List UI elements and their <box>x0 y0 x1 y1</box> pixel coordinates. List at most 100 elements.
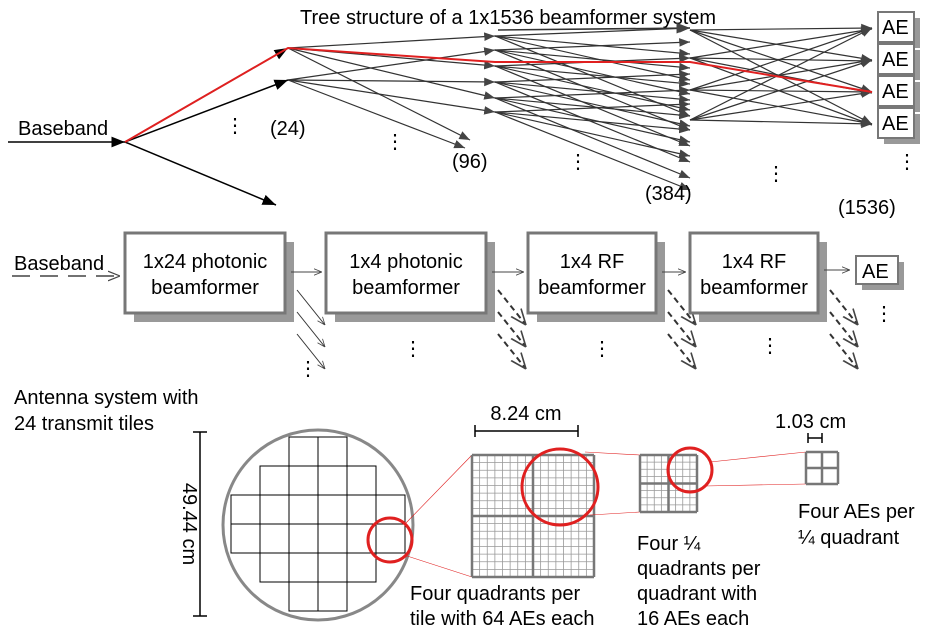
element-box <box>877 107 915 139</box>
tile <box>259 465 290 496</box>
arrow <box>494 65 691 147</box>
branch-arrow <box>497 333 526 369</box>
arrow <box>124 141 277 206</box>
element-box <box>877 11 915 43</box>
arrow <box>494 111 691 134</box>
caption: Four quadrants per <box>410 583 580 605</box>
zoom-line <box>704 483 807 487</box>
zoom-circle <box>520 447 600 527</box>
count-label: (96) <box>452 151 488 173</box>
block-label: beamformer <box>538 277 646 299</box>
block-label: 1x4 RF <box>722 251 786 273</box>
arrow <box>494 49 691 72</box>
highlight-path <box>124 46 873 143</box>
element-box <box>877 43 915 75</box>
ellipsis: ⋮ <box>592 338 612 360</box>
element-label: AE <box>882 49 909 71</box>
arrow <box>689 29 873 63</box>
arrow <box>494 65 691 88</box>
arrow <box>494 35 691 58</box>
ellipsis: ⋮ <box>766 163 786 185</box>
arrow <box>494 65 691 112</box>
block-label: beamformer <box>700 277 808 299</box>
arrow <box>689 57 873 91</box>
branch-arrow <box>296 289 325 325</box>
arrow <box>287 79 496 115</box>
arrow <box>689 89 873 127</box>
ellipsis: ⋮ <box>874 303 894 325</box>
arrow <box>689 29 873 93</box>
arrow <box>287 79 466 149</box>
arrow <box>494 81 691 128</box>
title: Tree structure of a 1x1536 beamformer sy… <box>300 7 716 29</box>
ellipsis: ⋮ <box>403 338 423 360</box>
branch-arrow <box>829 311 858 347</box>
zoom-line <box>403 454 473 526</box>
tile <box>288 465 319 496</box>
arrow <box>689 23 873 33</box>
tile <box>230 494 261 525</box>
element-box <box>877 75 915 107</box>
arrow <box>494 97 691 179</box>
tile <box>317 465 348 496</box>
arrow <box>287 32 496 49</box>
arrow <box>287 77 496 87</box>
arrow <box>689 27 873 121</box>
arrow <box>689 89 873 121</box>
tile <box>288 581 319 612</box>
tile <box>317 436 348 467</box>
arrow <box>689 87 873 97</box>
branch-arrow <box>667 289 696 325</box>
arrow <box>494 81 691 104</box>
tile <box>259 523 290 554</box>
tile <box>288 523 319 554</box>
arrow <box>124 79 289 143</box>
tile <box>375 523 406 554</box>
count-label: (24) <box>270 118 306 140</box>
tile <box>230 523 261 554</box>
block <box>526 231 658 315</box>
input-label: Baseband <box>18 118 108 140</box>
tile <box>346 494 377 525</box>
arrow <box>494 100 691 113</box>
count-label: (1536) <box>838 197 896 219</box>
block-label: beamformer <box>151 277 259 299</box>
caption: quadrant with <box>637 583 757 605</box>
element-label: AE <box>882 17 909 39</box>
branch-arrow <box>497 289 526 325</box>
block-label: 1x24 photonic <box>143 251 268 273</box>
arrow <box>494 97 691 144</box>
dimension-label: 49.44 cm <box>178 483 200 565</box>
arrow <box>494 86 691 99</box>
tile <box>317 552 348 583</box>
chain: Baseband 1x24 photonic beamformer 1x4 photo… <box>12 231 904 380</box>
arrow <box>689 119 873 129</box>
arrow <box>689 59 873 121</box>
caption: Antenna system with <box>14 387 199 409</box>
dimension-label: 1.03 cm <box>775 411 846 433</box>
tile <box>259 552 290 583</box>
aperture <box>221 428 415 622</box>
tile <box>288 552 319 583</box>
tile <box>317 581 348 612</box>
zoom-line <box>403 554 473 578</box>
caption: 24 transmit tiles <box>14 413 154 435</box>
antenna: Antenna system with 24 transmit tiles 49.4… <box>14 387 915 630</box>
dimension-label: 8.24 cm <box>490 403 561 425</box>
block <box>688 231 820 315</box>
branch-arrow <box>829 333 858 369</box>
arrow <box>494 111 691 191</box>
block <box>123 231 287 315</box>
arrow <box>494 70 691 83</box>
ellipsis: ⋮ <box>385 131 405 153</box>
zoom-line <box>584 451 641 456</box>
branch-arrow <box>296 333 325 369</box>
tile <box>288 494 319 525</box>
tile <box>317 494 348 525</box>
ellipsis: ⋮ <box>760 335 780 357</box>
arrow <box>494 35 691 82</box>
zoom-line <box>589 511 641 516</box>
tile <box>317 523 348 554</box>
arrow <box>494 38 691 51</box>
